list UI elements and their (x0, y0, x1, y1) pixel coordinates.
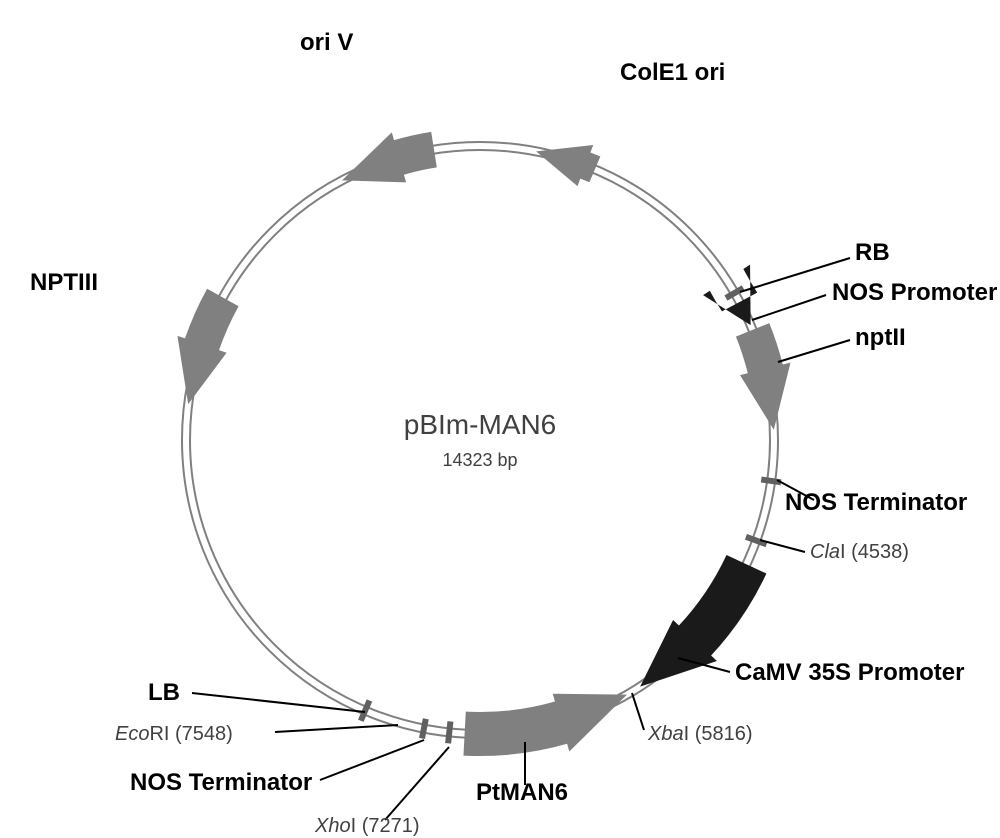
label-claI: ClaI (4538) (810, 541, 909, 563)
label-xhoI: XhoI (7271) (314, 815, 420, 837)
label-lb: LB (148, 679, 180, 706)
leader-claI (760, 540, 805, 552)
label-colE1: ColE1 ori (620, 59, 725, 86)
leader-ecoRI (275, 725, 398, 732)
label-oriV: ori V (300, 29, 353, 56)
label-nptII: nptII (855, 324, 906, 351)
feature-nptII (736, 323, 791, 430)
label-nosProm: NOS Promoter (832, 279, 997, 306)
label-ecoRI: EcoRI (7548) (115, 723, 233, 745)
plasmid-name: pBIm-MAN6 (404, 409, 556, 440)
leader-xhoI (385, 747, 449, 820)
label-xbaI: XbaI (5816) (647, 723, 753, 745)
label-ptman6: PtMAN6 (476, 779, 568, 806)
feature-colE1 (536, 145, 600, 186)
feature-ptman6 (463, 694, 627, 756)
tick-lb (361, 701, 370, 721)
feature-nptIII (177, 289, 238, 404)
tick-nosTerm2 (422, 719, 426, 739)
label-nosTerm2: NOS Terminator (130, 769, 312, 796)
leader-nptII (778, 340, 850, 362)
plasmid-size: 14323 bp (442, 450, 517, 470)
leader-nosProm (752, 295, 826, 320)
feature-oriV (342, 132, 437, 183)
tick-xhoI (448, 721, 450, 743)
leader-xbaI (632, 693, 644, 730)
label-nptIII: NPTIII (30, 269, 98, 296)
label-nosTerm1: NOS Terminator (785, 489, 967, 516)
label-camv: CaMV 35S Promoter (735, 659, 964, 686)
leader-nosTerm2 (320, 740, 424, 780)
label-rb: RB (855, 239, 890, 266)
